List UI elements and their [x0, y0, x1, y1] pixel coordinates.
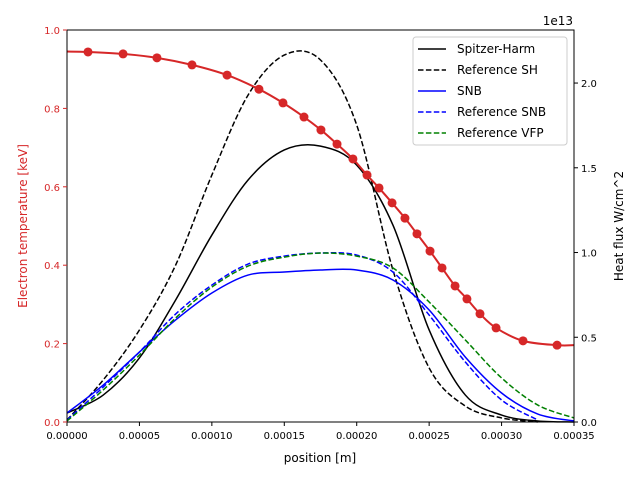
legend-label: Reference VFP: [457, 126, 544, 140]
x-tick-label: 0.00035: [553, 431, 594, 442]
temperature-marker: [332, 139, 342, 149]
series-reference-vfp: [66, 252, 575, 422]
series-spitzer-harm: [66, 143, 575, 423]
temperature-marker: [450, 281, 460, 291]
temperature-marker: [348, 154, 358, 164]
temperature-marker: [491, 323, 501, 333]
left-y-tick-label: 0.0: [44, 418, 60, 429]
temperature-marker: [412, 229, 422, 239]
legend: Spitzer-Harm Reference SH SNB Reference SNB…: [412, 36, 568, 146]
temperature-marker: [425, 246, 435, 256]
left-y-tick-label: 0.8: [44, 104, 60, 115]
x-tick-label: 0.00005: [119, 431, 160, 442]
temperature-marker: [387, 198, 397, 208]
temperature-marker: [83, 47, 93, 57]
temperature-marker: [299, 112, 309, 122]
series-reference-sh: [66, 50, 538, 423]
x-tick-label: 0.00010: [191, 431, 232, 442]
legend-box: [412, 36, 568, 146]
temperature-marker: [552, 340, 562, 350]
right-axis-offset-label: 1e13: [543, 14, 573, 28]
temperature-marker: [187, 60, 197, 70]
legend-label: SNB: [457, 84, 482, 98]
right-y-tick-label: 2.0: [581, 79, 597, 90]
right-y-tick-label: 0.5: [581, 333, 597, 344]
temperature-marker: [152, 53, 162, 63]
left-y-tick-label: 0.6: [44, 183, 60, 194]
legend-label: Reference SNB: [457, 105, 546, 119]
right-y-tick-label: 0.0: [581, 418, 597, 429]
temperature-marker: [374, 183, 384, 193]
left-y-tick-label: 0.2: [44, 340, 60, 351]
temperature-marker: [254, 84, 264, 94]
temperature-marker: [362, 170, 372, 180]
series-reference-snb: [66, 252, 539, 421]
legend-label: Spitzer-Harm: [457, 42, 535, 56]
x-tick-label: 0.00015: [264, 431, 305, 442]
left-y-tick-label: 1.0: [44, 26, 60, 37]
temperature-marker: [437, 263, 447, 273]
x-tick-label: 0.00020: [336, 431, 377, 442]
legend-label: Reference SH: [457, 63, 538, 77]
temperature-marker: [400, 213, 410, 223]
x-tick-label: 0.00000: [46, 431, 87, 442]
right-y-tick-label: 1.5: [581, 164, 597, 175]
plot-frame: [66, 29, 575, 423]
temperature-marker: [475, 309, 485, 319]
temperature-marker: [118, 49, 128, 59]
temperature-marker: [462, 294, 472, 304]
x-tick-label: 0.00025: [408, 431, 449, 442]
left-y-tick-label: 0.4: [44, 261, 60, 272]
right-axis-label: Heat flux W/cm^2: [612, 171, 626, 281]
x-axis-label: position [m]: [284, 451, 356, 465]
x-tick-label: 0.00030: [481, 431, 522, 442]
right-y-tick-label: 1.0: [581, 249, 597, 260]
temperature-marker: [278, 98, 288, 108]
temperature-marker: [222, 70, 232, 80]
series-snb: [66, 268, 575, 422]
temperature-marker: [316, 125, 326, 135]
temperature-marker: [518, 336, 528, 346]
left-axis-label: Electron temperature [keV]: [16, 144, 30, 308]
